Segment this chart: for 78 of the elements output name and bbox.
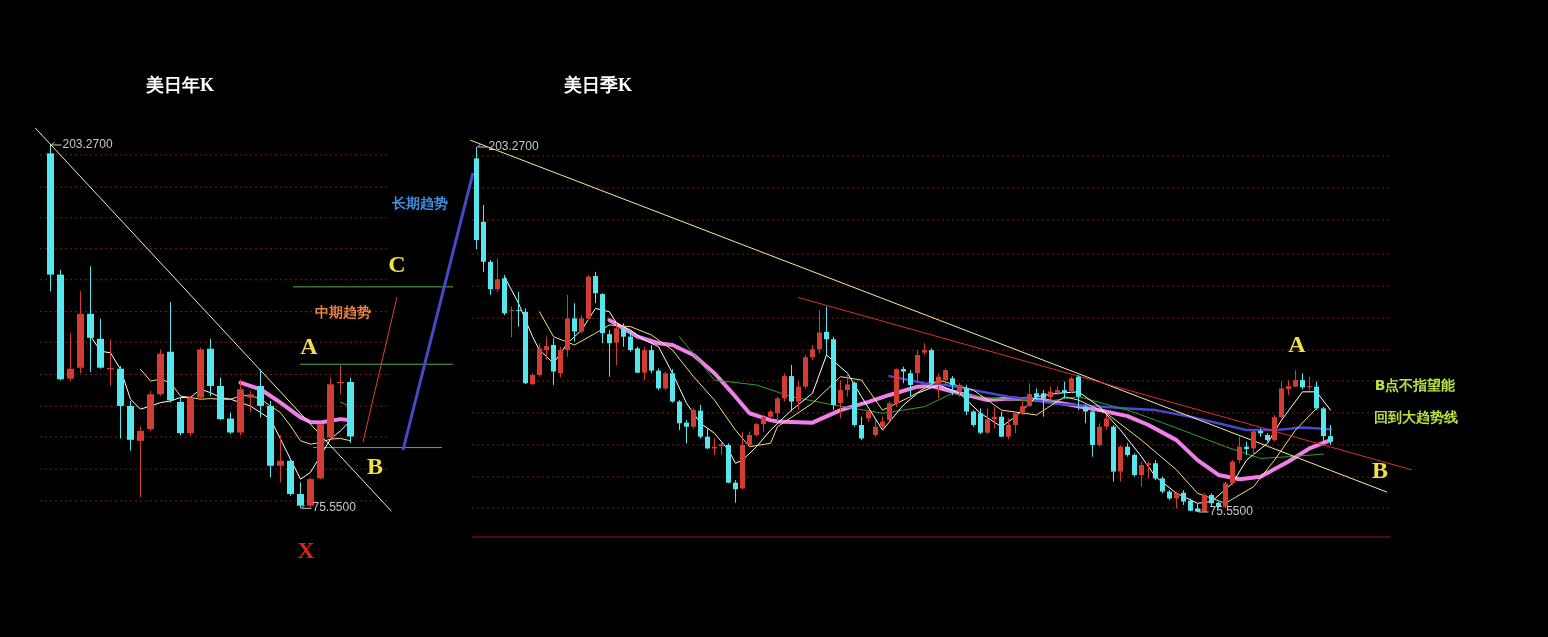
candlestick (297, 481, 304, 509)
annotation: 75.5500 (312, 500, 357, 515)
candlestick (887, 401, 892, 423)
candlestick (87, 265, 94, 373)
candlestick (684, 419, 689, 444)
candlestick (964, 384, 969, 416)
text: 长期趋势 (391, 195, 448, 211)
candlestick (824, 306, 829, 356)
candlestick (621, 322, 626, 348)
candlestick (691, 407, 696, 429)
candlestick (1132, 452, 1137, 478)
candlestick (1230, 459, 1235, 486)
candlestick (1314, 381, 1319, 411)
candlestick (649, 344, 654, 374)
candlestick (579, 314, 584, 334)
candlestick (656, 367, 661, 391)
candlestick (628, 331, 633, 353)
candlestick (838, 379, 843, 419)
candlestick (950, 375, 955, 396)
candlestick (1027, 382, 1032, 408)
candlestick (859, 416, 864, 441)
candlestick (607, 329, 612, 378)
candlestick (677, 399, 682, 431)
candlestick (817, 309, 822, 354)
candlestick (227, 412, 234, 435)
annotation: 75.5500 (1209, 504, 1254, 519)
candlestick (572, 302, 577, 343)
candlestick (495, 257, 500, 293)
text: B点不指望能 (1374, 377, 1457, 393)
candlestick (516, 291, 521, 328)
candlestick (1006, 417, 1011, 440)
text: 回到大趋势线 (1374, 409, 1458, 425)
candlestick (999, 411, 1004, 438)
candlestick (782, 372, 787, 403)
candlestick (1139, 461, 1144, 488)
candlestick (509, 306, 514, 338)
candlestick (705, 427, 710, 450)
candlestick (1013, 411, 1018, 434)
candlestick (908, 369, 913, 398)
candlestick (1251, 429, 1256, 458)
annotation: 203.2700 (62, 137, 113, 152)
candlestick (593, 271, 598, 304)
candlestick (915, 349, 920, 384)
candlestick (544, 336, 549, 361)
candlestick (1083, 404, 1088, 424)
candlestick (985, 407, 990, 435)
candlestick (1076, 374, 1081, 411)
annotation: 203.2700 (488, 139, 539, 154)
candlestick (796, 381, 801, 411)
candlestick (1097, 422, 1102, 448)
candlestick (978, 407, 983, 435)
ref-line-label: A (300, 332, 319, 359)
text: B (1371, 456, 1389, 483)
candlestick (558, 346, 563, 378)
candlestick (1237, 436, 1242, 464)
candlestick (845, 371, 850, 398)
candlestick (1041, 389, 1046, 418)
chart-title: 美日季K (562, 75, 633, 96)
candlestick (247, 390, 254, 414)
candlestick (663, 371, 668, 391)
candlestick (733, 479, 738, 504)
candlestick (277, 434, 284, 483)
candlestick (1328, 424, 1333, 446)
annotation: 中期趋势 (315, 304, 371, 320)
chart-title: 美日年K (144, 75, 215, 96)
candlestick (1153, 459, 1158, 481)
candlestick (257, 368, 264, 419)
ref-line-label: C (388, 250, 406, 277)
text: X (297, 536, 316, 563)
candlestick (775, 396, 780, 423)
candlestick (642, 346, 647, 381)
candlestick (137, 426, 144, 498)
annotation: A (1288, 330, 1307, 357)
candlestick (614, 322, 619, 366)
candlestick (936, 372, 941, 399)
ref-line-label: B (366, 452, 384, 479)
candlestick (67, 332, 74, 382)
candlestick (1272, 414, 1277, 443)
